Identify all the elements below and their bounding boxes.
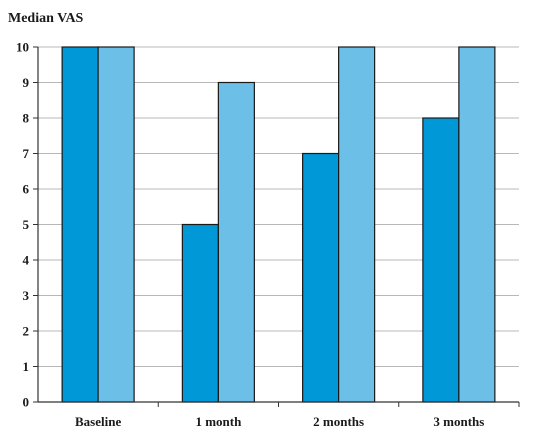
y-tick-label: 10 <box>16 40 29 55</box>
y-tick-label: 5 <box>23 217 30 232</box>
axes <box>33 46 520 407</box>
bar <box>422 117 460 403</box>
x-tick-label: 1 month <box>195 414 242 429</box>
y-tick-label: 1 <box>23 359 30 374</box>
bar <box>338 46 376 403</box>
bar <box>458 46 496 403</box>
y-tick-label: 7 <box>23 146 30 161</box>
x-tick-label: 3 months <box>433 414 484 429</box>
bar <box>302 152 340 403</box>
x-tick-label: Baseline <box>75 414 121 429</box>
y-tick-label: 6 <box>23 182 30 197</box>
chart-title: Median VAS <box>8 11 84 26</box>
bar <box>61 46 99 403</box>
bar <box>217 81 255 403</box>
x-tick-label: 2 months <box>313 414 364 429</box>
tick-labels: 0 1 2 3 4 5 6 7 8 9 10 Baseline 1 month 2 months 3 mon… <box>16 40 484 430</box>
y-tick-label: 2 <box>23 324 30 339</box>
y-tick-label: 3 <box>23 288 30 303</box>
y-tick-label: 9 <box>23 75 30 90</box>
y-tick-label: 8 <box>23 111 30 126</box>
bar <box>181 223 219 403</box>
y-tick-label: 4 <box>23 253 30 268</box>
bar <box>97 46 135 403</box>
y-tick-label: 0 <box>23 395 30 410</box>
